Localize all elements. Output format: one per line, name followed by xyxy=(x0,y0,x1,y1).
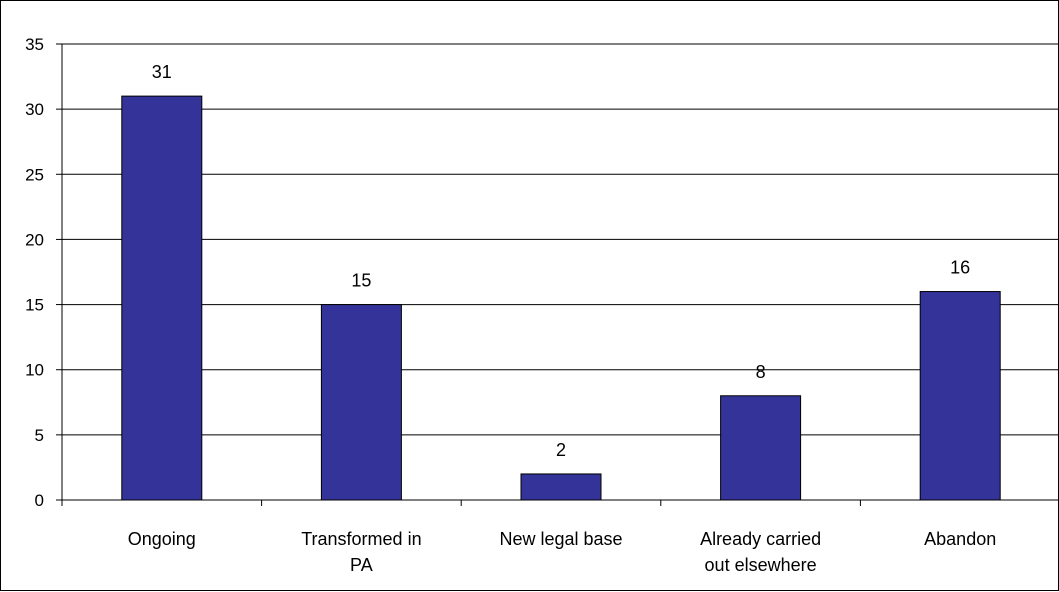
y-tick-label: 20 xyxy=(25,230,44,249)
category-label: PA xyxy=(350,555,373,575)
y-tick-label: 35 xyxy=(25,35,44,54)
data-label: 8 xyxy=(756,362,766,382)
y-tick-label: 15 xyxy=(25,296,44,315)
data-label: 2 xyxy=(556,440,566,460)
category-label: New legal base xyxy=(499,529,622,549)
axes xyxy=(56,43,1059,506)
bar xyxy=(520,473,602,501)
y-tick-label: 30 xyxy=(25,100,44,119)
y-tick-label: 25 xyxy=(25,165,44,184)
bar xyxy=(121,95,203,501)
bar xyxy=(919,291,1001,501)
category-label: Transformed in xyxy=(301,529,421,549)
category-label: Already carried xyxy=(700,529,821,549)
gridlines xyxy=(62,43,1059,436)
category-label: out elsewhere xyxy=(705,555,817,575)
y-tick-label: 10 xyxy=(25,361,44,380)
data-label: 16 xyxy=(950,258,970,278)
data-label: 15 xyxy=(351,271,371,291)
data-label: 31 xyxy=(152,62,172,82)
bars xyxy=(121,95,1001,501)
bar xyxy=(320,304,402,501)
labels: 0 5 10 15 20 25 30 35 31 Ongoing 15 Transformed in P… xyxy=(25,35,996,575)
y-tick-label: 0 xyxy=(35,491,44,510)
category-label: Abandon xyxy=(924,529,996,549)
category-label: Ongoing xyxy=(128,529,196,549)
y-tick-label: 5 xyxy=(35,426,44,445)
bar xyxy=(720,395,802,501)
